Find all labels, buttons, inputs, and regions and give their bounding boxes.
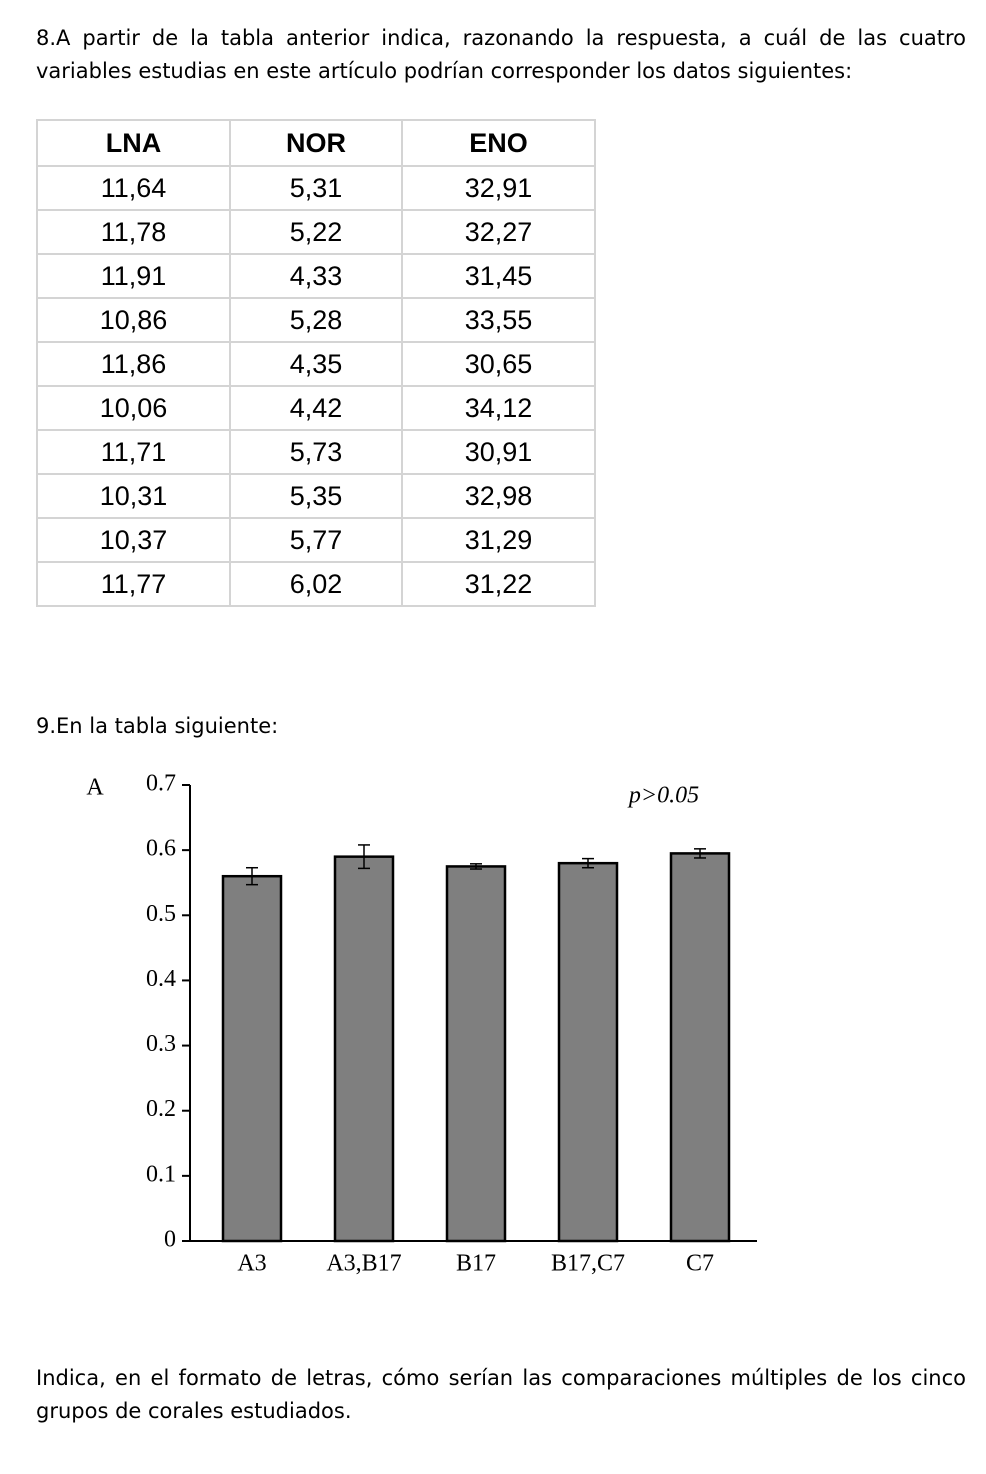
table-cell: 31,45 — [400, 253, 597, 299]
table-cell: 5,31 — [229, 165, 403, 211]
question-10: Indica, en el formato de letras, cómo se… — [36, 1366, 966, 1423]
table-cell: 11,91 — [36, 253, 231, 299]
table-cell: 11,77 — [36, 561, 231, 607]
table-cell: 5,28 — [229, 297, 403, 343]
table-cell: 10,37 — [36, 517, 231, 563]
table-row: 11,71 5,73 30,91 — [36, 429, 597, 475]
error-bar — [694, 848, 706, 859]
table-row: 11,86 4,35 30,65 — [36, 341, 597, 387]
table-cell: 31,22 — [400, 561, 597, 607]
y-tick-label: 0.4 — [146, 966, 176, 992]
y-tick-label: 0.3 — [146, 1031, 176, 1057]
header-cell: ENO — [400, 119, 597, 167]
bar — [221, 874, 283, 1243]
y-tick-label: 0 — [164, 1227, 176, 1253]
y-tick-label: 0.5 — [146, 901, 176, 927]
annotation: p>0.05 — [627, 783, 699, 809]
bar — [669, 852, 731, 1243]
table-row: 11,91 4,33 31,45 — [36, 253, 597, 299]
table-cell: 5,77 — [229, 517, 403, 563]
table-cell: 32,27 — [400, 209, 597, 255]
table-cell: 32,91 — [400, 165, 597, 211]
table-cell: 10,06 — [36, 385, 231, 431]
y-tick-label: 0.2 — [146, 1096, 176, 1122]
table-row: 11,64 5,31 32,91 — [36, 165, 597, 211]
table-row: 10,37 5,77 31,29 — [36, 517, 597, 563]
table-cell: 10,86 — [36, 297, 231, 343]
y-tick-label: 0.7 — [146, 771, 176, 797]
table-row: 10,86 5,28 33,55 — [36, 297, 597, 343]
table-row: 10,31 5,35 32,98 — [36, 473, 597, 519]
bar — [445, 865, 507, 1243]
table-cell: 11,78 — [36, 209, 231, 255]
table-cell: 30,91 — [400, 429, 597, 475]
table-cell: 5,35 — [229, 473, 403, 519]
x-tick-label: C7 — [686, 1251, 714, 1277]
table-row: 10,06 4,42 34,12 — [36, 385, 597, 431]
x-tick-label: B17 — [456, 1251, 496, 1277]
bar — [333, 855, 395, 1243]
table-cell: 31,29 — [400, 517, 597, 563]
table-cell: 4,35 — [229, 341, 403, 387]
table-cell: 30,65 — [400, 341, 597, 387]
header-cell: LNA — [36, 119, 231, 167]
table-cell: 4,42 — [229, 385, 403, 431]
table-row: 11,78 5,22 32,27 — [36, 209, 597, 255]
data-table: LNA NOR ENO 11,64 5,31 32,91 11,78 5,22 32,27 11… — [36, 119, 597, 607]
bar — [557, 861, 619, 1243]
table-cell: 11,86 — [36, 341, 231, 387]
table-cell: 5,73 — [229, 429, 403, 475]
question-9: 9.En la tabla siguiente: — [36, 714, 279, 738]
table-cell: 33,55 — [400, 297, 597, 343]
chart: A p>0.05 0 0.1 0.2 0.3 0.4 0.5 0.6 0.7 A3 A3,B17 B… — [86, 771, 757, 1277]
y-tick-label: 0.6 — [146, 836, 176, 862]
header-cell: NOR — [229, 119, 403, 167]
error-bar — [582, 857, 594, 869]
x-tick-label: A3,B17 — [326, 1251, 401, 1277]
error-bar — [246, 866, 258, 886]
table-cell: 4,33 — [229, 253, 403, 299]
error-bar — [358, 844, 370, 870]
question-8: 8.A partir de la tabla anterior indica, … — [36, 26, 966, 83]
table-cell: 10,31 — [36, 473, 231, 519]
table-row: 11,77 6,02 31,22 — [36, 561, 597, 607]
table-cell: 5,22 — [229, 209, 403, 255]
header-row: LNA NOR ENO — [36, 119, 597, 167]
error-bar — [470, 863, 482, 870]
table-body: 11,64 5,31 32,91 11,78 5,22 32,27 11,91 4,33 31,… — [36, 165, 597, 607]
table-cell: 11,71 — [36, 429, 231, 475]
table-cell: 6,02 — [229, 561, 403, 607]
table-cell: 11,64 — [36, 165, 231, 211]
x-tick-label: B17,C7 — [551, 1251, 625, 1277]
table-cell: 32,98 — [400, 473, 597, 519]
panel-label: A — [86, 775, 104, 801]
y-tick-label: 0.1 — [146, 1161, 176, 1187]
x-tick-label: A3 — [237, 1251, 266, 1277]
table-cell: 34,12 — [400, 385, 597, 431]
